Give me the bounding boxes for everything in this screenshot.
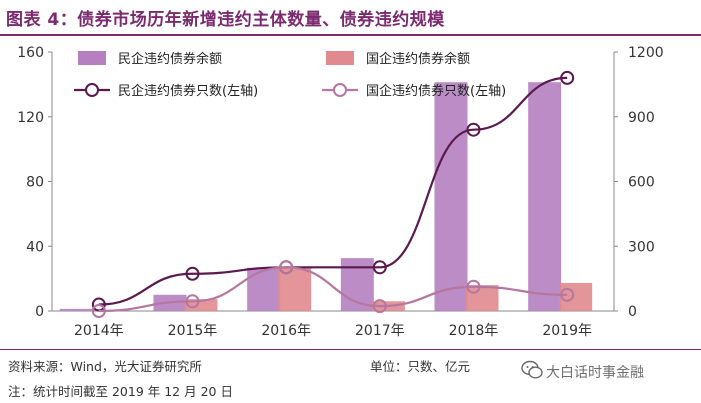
point-state — [91, 304, 106, 318]
right-tick-label: 600 — [628, 175, 655, 191]
legend-state-line-marker — [333, 83, 347, 97]
x-tick-label: 2018年 — [449, 323, 499, 339]
x-tick-label: 2016年 — [261, 323, 311, 339]
left-tick-label: 0 — [35, 304, 44, 320]
legend-private-line-marker — [85, 83, 99, 97]
right-tick-label: 1200 — [628, 45, 664, 61]
notes-divider — [0, 349, 701, 350]
bar-private — [528, 82, 562, 311]
right-tick-label: 0 — [628, 304, 637, 320]
bar-private — [247, 267, 281, 311]
point-private — [185, 266, 200, 281]
point-state — [372, 299, 387, 314]
x-tick-label: 2015年 — [168, 323, 218, 339]
x-tick-label: 2017年 — [355, 323, 405, 339]
watermark: 大白话时事金融 — [546, 365, 644, 381]
bar-state — [559, 282, 593, 311]
bar-state — [465, 285, 499, 311]
left-tick-label: 80 — [26, 175, 44, 191]
point-state — [560, 287, 575, 302]
bar-state — [278, 267, 312, 311]
legend-private-line-label: 民企违约债券只数(左轴) — [118, 83, 258, 99]
point-state — [279, 260, 294, 275]
bar-state — [184, 299, 218, 311]
point-private — [560, 70, 575, 85]
line-private — [98, 76, 568, 306]
point-state — [185, 294, 200, 309]
source-note: 资料来源：Wind，光大证券研究所 — [8, 359, 202, 374]
left-tick-label: 40 — [26, 239, 44, 255]
x-tick-label: 2014年 — [74, 323, 124, 339]
legend-state-bar-swatch — [326, 51, 354, 65]
point-private — [466, 122, 481, 137]
bar-private — [59, 308, 93, 311]
point-state — [466, 279, 481, 294]
legend-private-bar-swatch — [78, 51, 106, 65]
wechat-icon — [521, 360, 543, 379]
point-private — [372, 260, 387, 275]
bar-private — [434, 82, 468, 311]
chart-title: 图表 4：债券市场历年新增违约主体数量、债券违约规模 — [6, 10, 445, 30]
line-state — [98, 266, 568, 313]
legend-state-line-label: 国企违约债券只数(左轴) — [366, 83, 506, 99]
x-tick-label: 2019年 — [542, 323, 592, 339]
left-tick-label: 160 — [17, 45, 44, 61]
title-bar: 图表 4：债券市场历年新增违约主体数量、债券违约规模 — [0, 0, 701, 36]
footnote: 注：统计时间截至 2019 年 12 月 20 日 — [8, 384, 233, 399]
legend-private-bar-label: 民企违约债券余额 — [118, 51, 222, 67]
chart: 0 40 80 120 160 0 300 600 900 1200 2014年 2015年 2016年… — [17, 45, 664, 339]
unit-note: 单位：只数、亿元 — [370, 359, 471, 374]
left-tick-label: 120 — [17, 110, 44, 126]
right-tick-label: 900 — [628, 110, 655, 126]
legend-state-bar-label: 国企违约债券余额 — [366, 51, 470, 67]
right-tick-label: 300 — [628, 239, 655, 255]
